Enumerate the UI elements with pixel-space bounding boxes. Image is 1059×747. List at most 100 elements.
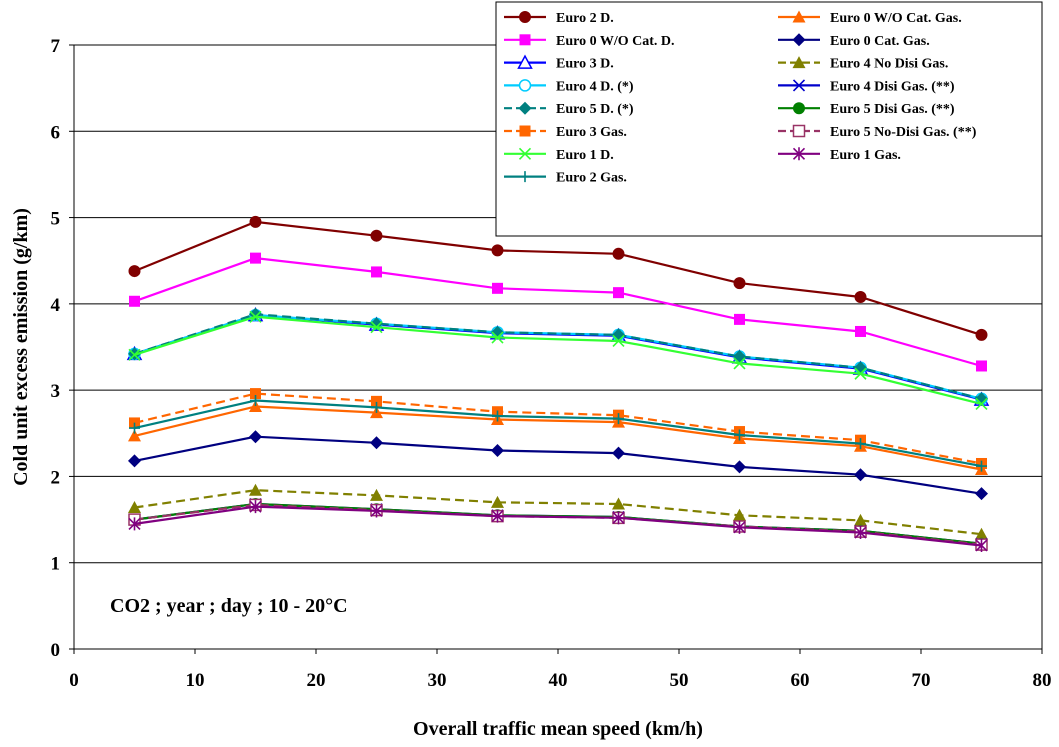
data-point — [491, 495, 504, 508]
data-point — [250, 394, 261, 406]
legend-marker — [792, 79, 806, 92]
legend-item: Euro 3 Gas. — [504, 125, 627, 140]
legend-label: Euro 3 D. — [556, 57, 614, 72]
legend-marker — [792, 124, 806, 138]
data-point — [492, 282, 503, 294]
data-point — [370, 488, 383, 501]
legend-item: Euro 4 Disi Gas. (**) — [778, 79, 955, 94]
data-point — [975, 487, 988, 501]
data-point — [613, 287, 624, 299]
data-point — [128, 500, 141, 513]
y-tick-label: 0 — [51, 640, 61, 661]
data-point — [249, 215, 262, 228]
legend-marker — [792, 33, 806, 47]
y-tick-label: 4 — [51, 295, 61, 316]
series-15 — [129, 394, 987, 472]
x-tick-label: 70 — [912, 670, 931, 691]
data-point — [249, 310, 262, 323]
series-line — [134, 313, 982, 400]
x-tick-label: 60 — [791, 670, 810, 691]
data-point — [733, 277, 746, 290]
data-point — [613, 413, 624, 425]
legend-box — [495, 1, 1043, 237]
data-point — [854, 526, 867, 540]
data-point — [491, 244, 504, 257]
data-point — [249, 400, 262, 413]
data-point — [854, 468, 867, 482]
data-point — [128, 348, 141, 361]
data-point — [250, 388, 261, 400]
series-line — [134, 315, 982, 405]
x-tick-label: 40 — [549, 670, 568, 691]
data-point — [975, 397, 988, 411]
data-point — [370, 229, 383, 242]
data-point — [854, 367, 867, 380]
legend-marker — [793, 102, 805, 115]
chart-annotation: CO2 ; year ; day ; 10 - 20°C — [110, 595, 348, 617]
data-point — [733, 357, 746, 370]
legend-label: Euro 2 D. — [556, 11, 614, 26]
data-point — [975, 328, 988, 341]
series-6 — [128, 483, 988, 540]
series-line — [134, 256, 982, 368]
legend-item: Euro 1 D. — [504, 147, 614, 163]
legend-label: Euro 2 Gas. — [556, 171, 627, 186]
data-point — [371, 401, 382, 413]
legend-marker — [518, 101, 532, 115]
data-point — [128, 429, 141, 442]
series-3 — [129, 252, 987, 372]
legend-item: Euro 4 D. (*) — [504, 79, 634, 94]
legend-item: Euro 0 W/O Cat. Gas. — [778, 10, 962, 26]
data-point — [734, 313, 745, 325]
series-2 — [128, 400, 988, 476]
series-line — [134, 435, 982, 495]
series-4 — [128, 430, 988, 501]
data-point — [855, 438, 866, 450]
series-line — [134, 392, 982, 465]
data-point — [612, 511, 625, 525]
series-line — [134, 489, 982, 536]
legend-marker — [517, 54, 533, 69]
y-tick-label: 2 — [51, 467, 61, 488]
data-point — [975, 527, 988, 540]
series-line — [134, 399, 982, 468]
series-line — [134, 313, 982, 401]
data-point — [491, 331, 504, 344]
legend-item: Euro 0 W/O Cat. D. — [504, 34, 675, 49]
x-tick-label: 80 — [1033, 670, 1052, 691]
data-point — [612, 247, 625, 260]
series-line — [134, 220, 982, 336]
data-point — [612, 334, 625, 348]
x-tick-label: 0 — [69, 670, 79, 691]
data-point — [491, 444, 504, 458]
data-point — [249, 430, 262, 444]
data-point — [370, 504, 383, 518]
x-tick-label: 20 — [307, 670, 326, 691]
legend-item: Euro 3 D. — [504, 54, 614, 72]
data-point — [612, 497, 625, 510]
legend-item: Euro 4 No Disi Gas. — [778, 56, 948, 72]
data-point — [371, 266, 382, 278]
legend-marker — [519, 34, 531, 46]
series-1 — [128, 215, 988, 341]
legend-label: Euro 4 D. (*) — [556, 79, 634, 94]
legend-marker — [792, 147, 806, 161]
y-tick-label: 7 — [51, 36, 61, 57]
x-axis-label: Overall traffic mean speed (km/h) — [413, 718, 703, 740]
data-point — [976, 360, 987, 372]
x-tick-label: 10 — [186, 670, 205, 691]
legend-marker — [792, 56, 806, 69]
legend-marker — [519, 171, 531, 183]
data-point — [734, 429, 745, 441]
legend-label: Euro 1 D. — [556, 148, 614, 163]
legend-marker — [518, 79, 532, 92]
data-point — [370, 321, 383, 334]
data-point — [612, 446, 625, 460]
legend-item: Euro 5 No-Disi Gas. (**) — [778, 124, 977, 140]
legend-marker — [519, 11, 531, 23]
series-14 — [128, 500, 988, 552]
data-point — [249, 483, 262, 496]
legend-item: Euro 0 Cat. Gas. — [778, 33, 930, 49]
